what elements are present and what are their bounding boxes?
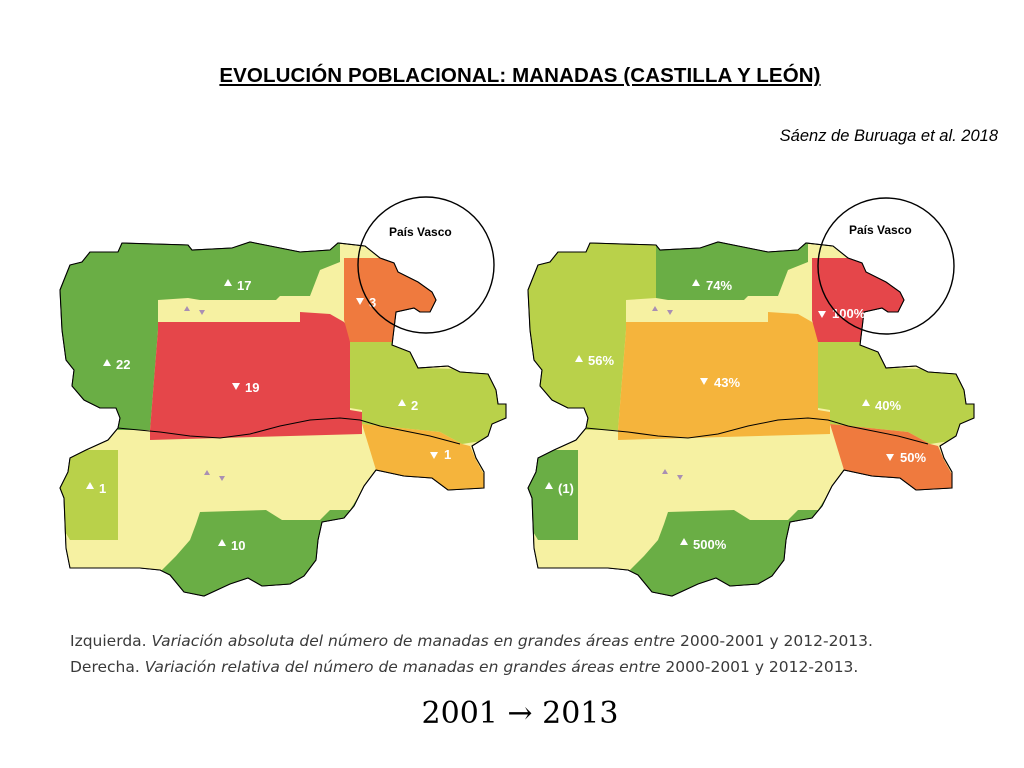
up-arrow-icon <box>692 279 700 286</box>
neutral-marker-icon <box>204 470 225 481</box>
highlight-circle <box>357 196 495 334</box>
area-value: 50% <box>900 450 926 465</box>
left-area-sur: 10 <box>218 538 245 553</box>
down-arrow-icon <box>818 311 826 318</box>
caption-right-range: 2000-2001 y 2012-2013. <box>665 658 859 676</box>
up-arrow-icon <box>103 359 111 366</box>
area-value: 74% <box>706 278 732 293</box>
up-arrow-icon <box>862 399 870 406</box>
up-arrow-icon <box>575 355 583 362</box>
area-value: 56% <box>588 353 614 368</box>
left-area-centro-norte: 19 <box>232 380 259 395</box>
caption-right-text: Variación relativa del número de manadas… <box>144 658 661 676</box>
year-range: 2001 → 2013 <box>0 696 1024 731</box>
area-value: 1 <box>99 481 106 496</box>
right-area-noroeste: 56% <box>575 353 614 368</box>
left-area-noreste: 3 <box>356 295 376 310</box>
caption-right: Derecha. Variación relativa del número d… <box>70 658 858 676</box>
down-arrow-icon <box>886 454 894 461</box>
left-area-oeste: 1 <box>86 481 106 496</box>
year-from: 2001 <box>421 696 498 731</box>
year-to: 2013 <box>542 696 619 731</box>
area-value: 500% <box>693 537 727 552</box>
up-arrow-icon <box>224 279 232 286</box>
area-value: 17 <box>237 278 251 293</box>
neutral-marker-icon <box>184 306 205 315</box>
left-area-norte: 17 <box>224 278 251 293</box>
page-title: EVOLUCIÓN POBLACIONAL: MANADAS (CASTILLA… <box>219 64 821 87</box>
citation: Sáenz de Buruaga et al. 2018 <box>779 127 998 145</box>
caption-left-text: Variación absoluta del número de manadas… <box>151 632 676 650</box>
caption-left-label: Izquierda. <box>70 632 147 650</box>
right-area-este: 40% <box>862 398 901 413</box>
area-value: 3 <box>369 295 376 310</box>
caption-left: Izquierda. Variación absoluta del número… <box>70 632 873 650</box>
down-arrow-icon <box>356 298 364 305</box>
left-area-este: 2 <box>398 398 418 413</box>
up-arrow-icon <box>680 538 688 545</box>
map-right: 74% 56% 43% 100% 40% 50% (1) 500% <box>527 197 975 597</box>
maps-figure: 17 22 19 3 2 1 1 10 <box>59 196 975 597</box>
left-area-noroeste: 22 <box>103 357 130 372</box>
up-arrow-icon <box>218 539 226 546</box>
area-value: 40% <box>875 398 901 413</box>
caption-right-label: Derecha. <box>70 658 140 676</box>
area-value: 10 <box>231 538 245 553</box>
neutral-marker-icon <box>652 306 673 315</box>
arrow-right-icon: → <box>507 696 533 731</box>
right-area-sureste: 50% <box>886 450 926 465</box>
area-value: 1 <box>444 447 451 462</box>
highlight-label: País Vasco <box>389 225 452 239</box>
area-value: 43% <box>714 375 740 390</box>
right-area-norte: 74% <box>692 278 732 293</box>
up-arrow-icon <box>398 399 406 406</box>
up-arrow-icon <box>545 482 553 489</box>
area-value: 2 <box>411 398 418 413</box>
area-value: (1) <box>558 481 574 496</box>
right-area-centro-norte: 43% <box>700 375 740 390</box>
right-area-oeste: (1) <box>545 481 574 496</box>
neutral-marker-icon <box>662 469 683 480</box>
up-arrow-icon <box>86 482 94 489</box>
right-area-sur: 500% <box>680 537 727 552</box>
down-arrow-icon <box>232 383 240 390</box>
highlight-circle <box>817 197 955 335</box>
area-value: 22 <box>116 357 130 372</box>
down-arrow-icon <box>700 378 708 385</box>
down-arrow-icon <box>430 452 438 459</box>
area-value: 19 <box>245 380 259 395</box>
caption-left-range: 2000-2001 y 2012-2013. <box>680 632 873 650</box>
left-area-sureste: 1 <box>430 447 451 462</box>
map-left: 17 22 19 3 2 1 1 10 <box>59 196 507 597</box>
highlight-label: País Vasco <box>849 223 912 237</box>
